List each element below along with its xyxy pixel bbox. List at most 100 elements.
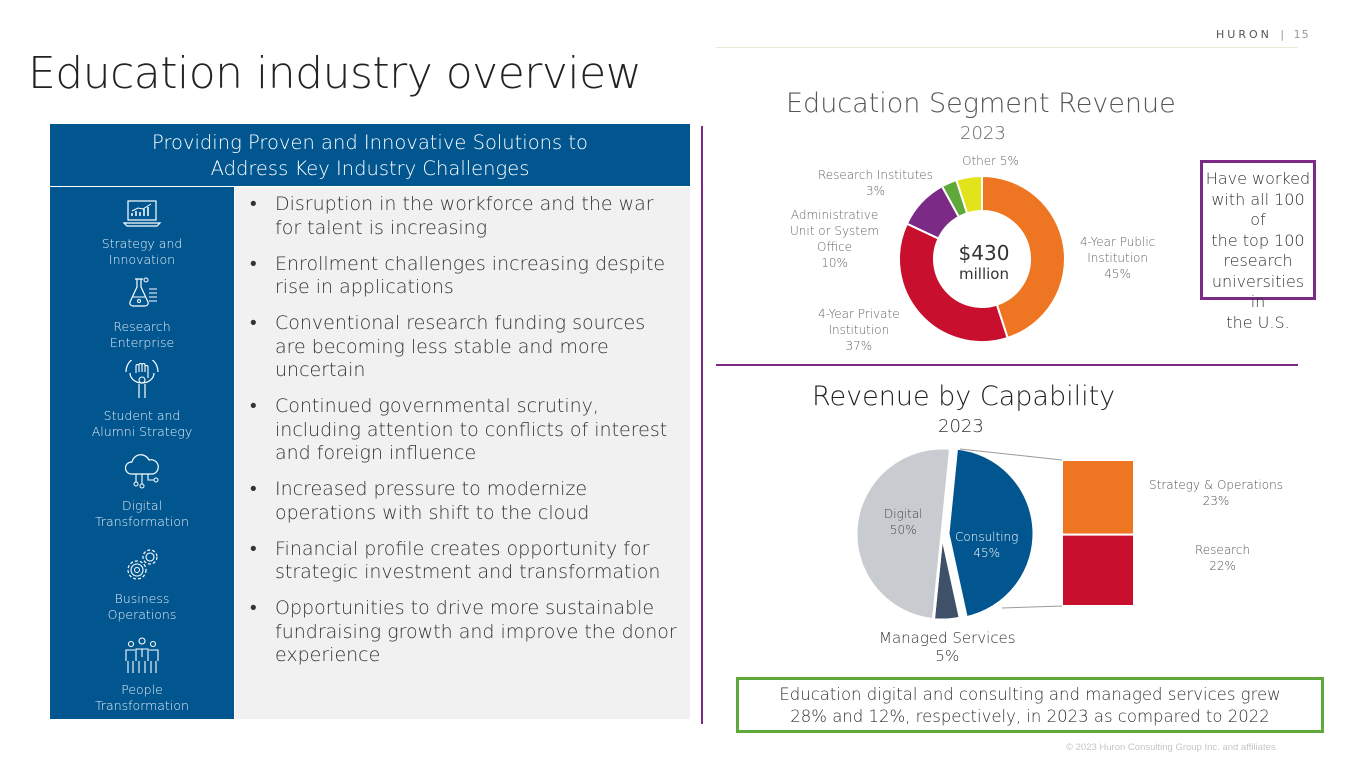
slice-label-line: Consulting bbox=[955, 530, 1019, 544]
slice-label-other: Other 5% bbox=[962, 153, 1019, 169]
slice-label-private: 4-Year Private Institution 37% bbox=[818, 306, 900, 354]
capability-research-enterprise: Research Enterprise bbox=[50, 275, 234, 351]
slice-label-consulting: Consulting 45% bbox=[955, 529, 1018, 561]
capability-label-line1: Student and bbox=[103, 408, 181, 423]
slice-label-line: 4-Year Private bbox=[818, 307, 900, 321]
donut-center-value: $430 bbox=[959, 241, 1010, 265]
donut-slice-4 bbox=[955, 174, 983, 215]
panel-heading-line2: Address Key Industry Challenges bbox=[210, 157, 530, 180]
capability-label-line1: Business bbox=[114, 591, 170, 606]
slice-label-line: Other 5% bbox=[962, 154, 1019, 168]
brand-separator: | bbox=[1280, 28, 1286, 41]
gears-icon bbox=[127, 549, 158, 580]
laptop-chart-icon bbox=[122, 200, 162, 227]
callout-line: Have worked bbox=[1205, 169, 1311, 188]
slice-label-line: 45% bbox=[1104, 267, 1131, 281]
capability-label-line2: Transformation bbox=[95, 698, 189, 713]
horizontal-divider bbox=[716, 364, 1298, 366]
callout-line: the U.S. bbox=[1226, 312, 1290, 332]
donut-slice-1 bbox=[898, 222, 1009, 343]
slice-label-digital: Digital 50% bbox=[884, 506, 923, 538]
slice-label-line: Institution bbox=[1087, 251, 1148, 265]
slice-label-line: Administrative bbox=[790, 208, 879, 222]
challenge-item: Enrollment challenges increasing despite… bbox=[248, 253, 678, 300]
slice-label-line: Unit or System bbox=[790, 224, 880, 238]
cloud-network-icon bbox=[124, 454, 159, 489]
segment-chart-title: Education Segment Revenue bbox=[786, 88, 1176, 119]
donut-slice-0 bbox=[981, 174, 1066, 340]
challenge-item: Increased pressure to modernize operatio… bbox=[248, 478, 678, 525]
capability-label-line2: Innovation bbox=[108, 252, 176, 267]
panel-heading: Providing Proven and Innovative Solution… bbox=[50, 124, 690, 186]
slice-label-line: Managed Services bbox=[879, 629, 1016, 647]
raised-hand-icon bbox=[125, 360, 159, 398]
capability-label-line2: Operations bbox=[107, 607, 177, 622]
slice-label-line: 10% bbox=[821, 256, 848, 270]
slice-label-line: 5% bbox=[935, 647, 960, 665]
breakdown-bar-0 bbox=[1061, 459, 1135, 536]
capability-student-alumni: Student and Alumni Strategy bbox=[50, 360, 234, 440]
header-rule bbox=[716, 47, 1298, 48]
capability-chart-title: Revenue by Capability bbox=[812, 381, 1116, 412]
breakdown-label-line: 23% bbox=[1202, 494, 1230, 508]
vertical-divider bbox=[701, 126, 703, 724]
slice-label-line: 37% bbox=[845, 339, 873, 353]
capability-chart-year: 2023 bbox=[938, 416, 984, 437]
connector-line-1 bbox=[1001, 605, 1063, 609]
slice-label-public: 4-Year Public Institution 45% bbox=[1080, 234, 1155, 282]
breakdown-bar-1 bbox=[1061, 533, 1135, 607]
breakdown-label-line: 22% bbox=[1209, 559, 1236, 573]
donut-slice-3 bbox=[940, 178, 969, 219]
challenge-item: Opportunities to drive more sustainable … bbox=[248, 597, 678, 668]
segment-chart-year: 2023 bbox=[960, 123, 1006, 144]
capability-digital-transformation: Digital Transformation bbox=[50, 452, 234, 530]
capability-label-line2: Transformation bbox=[95, 514, 189, 529]
people-group-icon bbox=[125, 637, 159, 673]
slice-label-managed-services: Managed Services 5% bbox=[879, 629, 1016, 665]
slice-label-line: Office bbox=[817, 240, 853, 254]
capability-label-line2: Enterprise bbox=[109, 335, 175, 350]
brand-name: HURON bbox=[1216, 28, 1272, 41]
callout-line: Education digital and consulting and man… bbox=[779, 685, 1281, 704]
callout-line: with all 100 of bbox=[1211, 189, 1305, 230]
challenge-item: Disruption in the workforce and the war … bbox=[248, 193, 678, 240]
capability-business-operations: Business Operations bbox=[50, 545, 234, 623]
breakdown-label-strategy: Strategy & Operations 23% bbox=[1149, 477, 1283, 509]
slice-label-line: 45% bbox=[973, 546, 1001, 560]
slice-label-line: 50% bbox=[889, 523, 917, 537]
slice-label-administrative: Administrative Unit or System Office 10% bbox=[790, 207, 879, 271]
challenge-item: Financial profile creates opportunity fo… bbox=[248, 538, 678, 585]
callout-line: 28% and 12%, respectively, in 2023 as co… bbox=[790, 707, 1270, 726]
slice-label-line: Digital bbox=[884, 507, 923, 521]
challenge-item: Conventional research funding sources ar… bbox=[248, 312, 678, 383]
lab-flask-icon bbox=[129, 277, 157, 307]
callout-line: research bbox=[1223, 251, 1293, 270]
page-number: 15 bbox=[1293, 28, 1310, 41]
panel-heading-line1: Providing Proven and Innovative Solution… bbox=[152, 131, 588, 154]
callout-line: the top 100 bbox=[1211, 230, 1305, 250]
slice-label-research-institutes: Research Institutes 3% bbox=[818, 167, 933, 199]
challenges-list: Disruption in the workforce and the war … bbox=[248, 193, 678, 680]
challenge-item: Continued governmental scrutiny, includi… bbox=[248, 395, 678, 466]
slice-label-line: Institution bbox=[828, 323, 890, 337]
donut-center-unit: million bbox=[959, 265, 1009, 283]
connector-line-0 bbox=[959, 448, 1063, 461]
capabilities-sidebar bbox=[50, 187, 234, 719]
slice-label-line: 4-Year Public bbox=[1080, 235, 1156, 249]
capability-label-line1: People bbox=[121, 682, 163, 697]
capability-people-transformation: People Transformation bbox=[50, 635, 234, 714]
growth-callout: Education digital and consulting and man… bbox=[736, 677, 1324, 733]
breakdown-label-research: Research 22% bbox=[1195, 542, 1250, 574]
universities-callout: Have worked with all 100 of the top 100 … bbox=[1200, 160, 1316, 332]
slice-label-line: Research Institutes bbox=[818, 168, 933, 182]
capability-label-line1: Research bbox=[113, 319, 171, 334]
capability-label-line2: Alumni Strategy bbox=[91, 424, 193, 439]
capability-label-line1: Strategy and bbox=[101, 236, 183, 251]
breakdown-label-line: Research bbox=[1195, 543, 1251, 557]
capability-strategy-innovation: Strategy and Innovation bbox=[50, 198, 234, 268]
brand-header: HURON | 15 bbox=[1216, 28, 1310, 41]
breakdown-label-line: Strategy & Operations bbox=[1149, 478, 1283, 492]
page-title: Education industry overview bbox=[28, 48, 642, 99]
copyright-notice: © 2023 Huron Consulting Group Inc. and a… bbox=[1066, 742, 1279, 753]
callout-line: universities in bbox=[1211, 271, 1305, 312]
